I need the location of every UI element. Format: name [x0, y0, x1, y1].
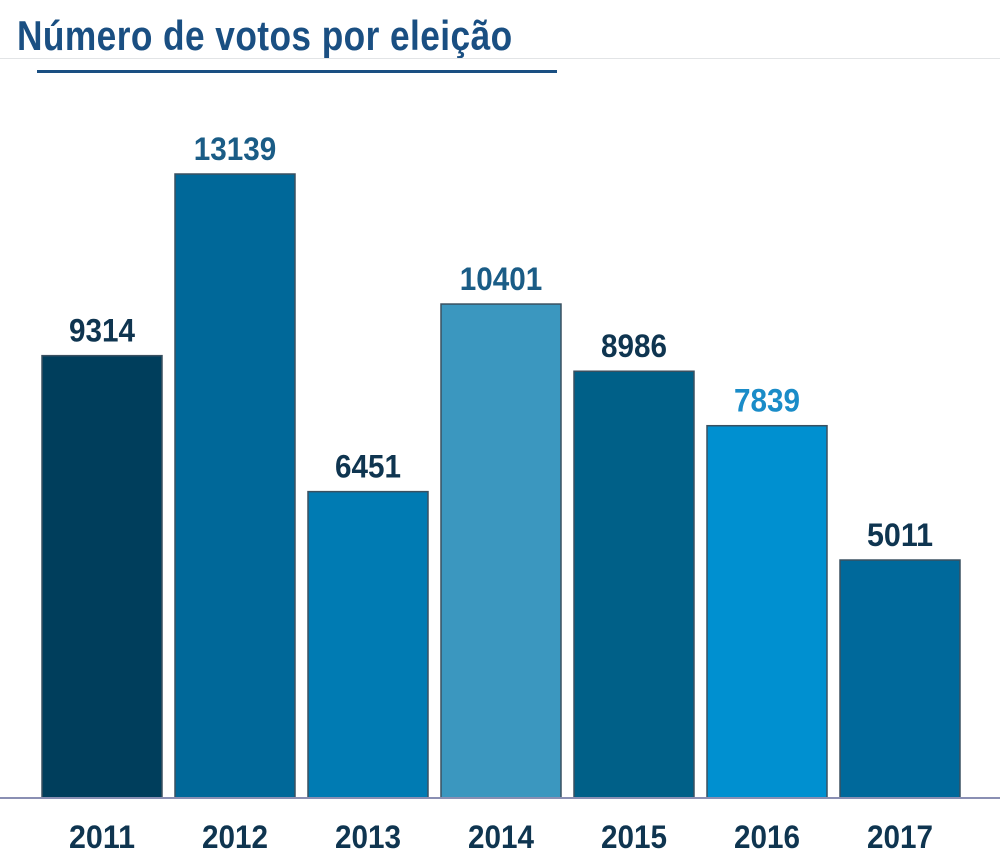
value-label-2013: 6451	[335, 449, 401, 485]
bar-2014	[440, 303, 562, 799]
title-divider	[0, 58, 1000, 59]
title-underline	[37, 70, 557, 73]
x-tick-label-2017: 2017	[867, 819, 933, 855]
bar-2013	[307, 490, 429, 799]
x-tick-label-2012: 2012	[202, 819, 268, 855]
bar-2017	[839, 559, 961, 799]
bar-2016	[706, 424, 828, 799]
x-tick-labels-group: 2011 2012 2013 2014 2015 2016 2017	[69, 819, 933, 855]
x-tick-label-2015: 2015	[601, 819, 667, 855]
x-tick-label-2016: 2016	[734, 819, 800, 855]
value-label-2016: 7839	[734, 383, 800, 419]
value-label-2012: 13139	[194, 131, 277, 167]
bar-2011	[41, 354, 163, 799]
value-label-2017: 5011	[867, 517, 933, 553]
x-tick-label-2011: 2011	[69, 819, 135, 855]
x-tick-label-2014: 2014	[468, 819, 534, 855]
value-label-2015: 8986	[601, 328, 667, 364]
value-label-2011: 9314	[69, 313, 135, 349]
bar-2012	[174, 173, 296, 799]
x-tick-label-2013: 2013	[335, 819, 401, 855]
bars-group	[41, 173, 961, 799]
value-labels-group: 9314 13139 6451 10401 8986 7839 5011	[69, 131, 933, 553]
value-label-2014: 10401	[460, 261, 543, 297]
chart-title: Número de votos por eleição	[17, 12, 513, 59]
bar-2015	[573, 370, 695, 799]
